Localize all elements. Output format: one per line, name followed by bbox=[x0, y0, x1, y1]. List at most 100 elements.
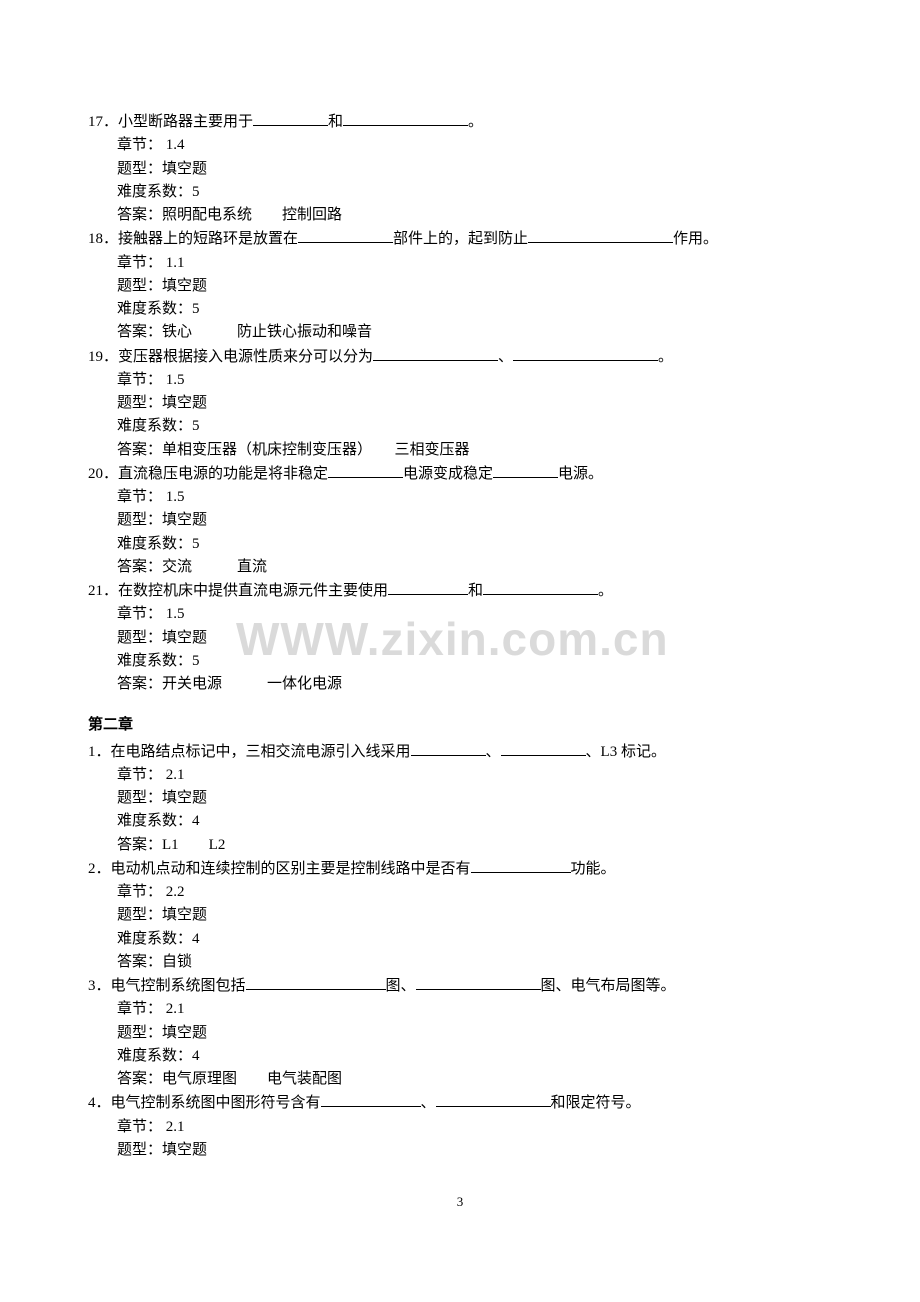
question-chapter: 章节： 1.4 bbox=[88, 134, 832, 157]
question-prompt: 2．电动机点动和连续控制的区别主要是控制线路中是否有 功能。 bbox=[88, 857, 832, 881]
question-block: 1．在电路结点标记中，三相交流电源引入线采用 、 、L3 标记。章节： 2.1题型：… bbox=[88, 740, 832, 857]
question-type: 题型：填空题 bbox=[88, 509, 832, 532]
question-chapter: 章节： 1.1 bbox=[88, 252, 832, 275]
question-type: 题型：填空题 bbox=[88, 904, 832, 927]
question-text-post: 。 bbox=[658, 349, 673, 365]
question-difficulty: 难度系数：4 bbox=[88, 1045, 832, 1068]
fill-blank bbox=[436, 1091, 551, 1107]
question-text-pre: 接触器上的短路环是放置在 bbox=[118, 231, 298, 247]
question-answer: 答案：开关电源 一体化电源 bbox=[88, 673, 832, 696]
question-difficulty: 难度系数：5 bbox=[88, 650, 832, 673]
fill-blank bbox=[328, 462, 403, 478]
question-text-post: 和限定符号。 bbox=[551, 1095, 641, 1111]
question-chapter: 章节： 2.1 bbox=[88, 764, 832, 787]
question-text-post: 图、电气布局图等。 bbox=[541, 978, 676, 994]
question-text-mid: 、 bbox=[421, 1095, 436, 1111]
question-block: 18．接触器上的短路环是放置在 部件上的，起到防止 作用。章节： 1.1题型：填空题… bbox=[88, 227, 832, 344]
question-number: 19． bbox=[88, 349, 118, 365]
question-text-pre: 电动机点动和连续控制的区别主要是控制线路中是否有 bbox=[111, 861, 471, 877]
page-content: 17．小型断路器主要用于和。章节： 1.4题型：填空题难度系数：5答案：照明配电… bbox=[0, 0, 920, 1252]
question-block: 20．直流稳压电源的功能是将非稳定 电源变成稳定 电源。章节： 1.5题型：填空题难… bbox=[88, 462, 832, 579]
fill-blank bbox=[321, 1091, 421, 1107]
question-text-mid: 和 bbox=[328, 114, 343, 130]
question-text-pre: 变压器根据接入电源性质来分可以分为 bbox=[118, 349, 373, 365]
question-chapter: 章节： 2.1 bbox=[88, 998, 832, 1021]
question-number: 4． bbox=[88, 1095, 111, 1111]
question-text-post: 作用。 bbox=[673, 231, 718, 247]
question-type: 题型：填空题 bbox=[88, 1022, 832, 1045]
fill-blank bbox=[253, 110, 328, 126]
question-text-post: 功能。 bbox=[571, 861, 616, 877]
question-type: 题型：填空题 bbox=[88, 787, 832, 810]
question-number: 21． bbox=[88, 583, 118, 599]
question-difficulty: 难度系数：5 bbox=[88, 298, 832, 321]
question-type: 题型：填空题 bbox=[88, 158, 832, 181]
question-text-pre: 在数控机床中提供直流电源元件主要使用 bbox=[118, 583, 388, 599]
question-chapter: 章节： 2.2 bbox=[88, 881, 832, 904]
question-block: 17．小型断路器主要用于 和 。章节： 1.4题型：填空题难度系数：5答案：照明配电… bbox=[88, 110, 832, 227]
question-number: 1． bbox=[88, 744, 111, 760]
fill-blank bbox=[411, 740, 486, 756]
question-prompt: 17．小型断路器主要用于 和 。 bbox=[88, 110, 832, 134]
question-number: 17． bbox=[88, 114, 118, 130]
question-text-post: 。 bbox=[468, 114, 483, 130]
page-number: 3 bbox=[88, 1192, 832, 1212]
question-type: 题型：填空题 bbox=[88, 1139, 832, 1162]
question-block: 3．电气控制系统图包括图、图、电气布局图等。章节： 2.1题型：填空题难度系数：… bbox=[88, 974, 832, 1091]
question-answer: 答案：单相变压器（机床控制变压器） 三相变压器 bbox=[88, 439, 832, 462]
fill-blank bbox=[483, 579, 598, 595]
question-chapter: 章节： 1.5 bbox=[88, 369, 832, 392]
fill-blank bbox=[373, 345, 498, 361]
question-chapter: 章节： 1.5 bbox=[88, 603, 832, 626]
question-difficulty: 难度系数：5 bbox=[88, 533, 832, 556]
question-text-mid: 图、 bbox=[386, 978, 416, 994]
fill-blank bbox=[388, 579, 468, 595]
question-answer: 答案：电气原理图 电气装配图 bbox=[88, 1068, 832, 1091]
question-text-post: 、L3 标记。 bbox=[586, 744, 666, 760]
question-prompt: 4．电气控制系统图中图形符号含有 、 和限定符号。 bbox=[88, 1091, 832, 1115]
fill-blank bbox=[528, 227, 673, 243]
question-text-pre: 直流稳压电源的功能是将非稳定 bbox=[118, 466, 328, 482]
question-number: 2． bbox=[88, 861, 111, 877]
question-prompt: 19．变压器根据接入电源性质来分可以分为、。 bbox=[88, 345, 832, 369]
question-prompt: 21．在数控机床中提供直流电源元件主要使用 和 。 bbox=[88, 579, 832, 603]
question-answer: 答案：L1 L2 bbox=[88, 834, 832, 857]
question-chapter: 章节： 1.5 bbox=[88, 486, 832, 509]
question-prompt: 3．电气控制系统图包括图、图、电气布局图等。 bbox=[88, 974, 832, 998]
question-block: 2．电动机点动和连续控制的区别主要是控制线路中是否有 功能。章节： 2.2题型：填… bbox=[88, 857, 832, 974]
question-text-pre: 在电路结点标记中，三相交流电源引入线采用 bbox=[111, 744, 411, 760]
fill-blank bbox=[246, 974, 386, 990]
question-answer: 答案：铁心 防止铁心振动和噪音 bbox=[88, 321, 832, 344]
question-block: 21．在数控机床中提供直流电源元件主要使用 和 。章节： 1.5题型：填空题难度系数… bbox=[88, 579, 832, 696]
question-text-mid: 电源变成稳定 bbox=[403, 466, 493, 482]
question-answer: 答案：照明配电系统 控制回路 bbox=[88, 204, 832, 227]
question-text-mid: 和 bbox=[468, 583, 483, 599]
question-text-mid: 、 bbox=[486, 744, 501, 760]
fill-blank bbox=[343, 110, 468, 126]
question-type: 题型：填空题 bbox=[88, 275, 832, 298]
question-chapter: 章节： 2.1 bbox=[88, 1116, 832, 1139]
question-difficulty: 难度系数：4 bbox=[88, 810, 832, 833]
fill-blank bbox=[298, 227, 393, 243]
fill-blank bbox=[416, 974, 541, 990]
question-text-pre: 电气控制系统图中图形符号含有 bbox=[111, 1095, 321, 1111]
fill-blank bbox=[513, 345, 658, 361]
fill-blank bbox=[501, 740, 586, 756]
question-difficulty: 难度系数：5 bbox=[88, 181, 832, 204]
fill-blank bbox=[471, 857, 571, 873]
question-prompt: 18．接触器上的短路环是放置在 部件上的，起到防止 作用。 bbox=[88, 227, 832, 251]
chapter-2-header: 第二章 bbox=[88, 714, 832, 737]
question-text-pre: 电气控制系统图包括 bbox=[111, 978, 246, 994]
question-answer: 答案：自锁 bbox=[88, 951, 832, 974]
question-number: 20． bbox=[88, 466, 118, 482]
question-type: 题型：填空题 bbox=[88, 627, 832, 650]
question-text-post: 。 bbox=[598, 583, 613, 599]
question-text-mid: 部件上的，起到防止 bbox=[393, 231, 528, 247]
question-text-post: 电源。 bbox=[558, 466, 603, 482]
question-number: 18． bbox=[88, 231, 118, 247]
question-text-pre: 小型断路器主要用于 bbox=[118, 114, 253, 130]
question-difficulty: 难度系数：5 bbox=[88, 415, 832, 438]
question-answer: 答案：交流 直流 bbox=[88, 556, 832, 579]
question-prompt: 20．直流稳压电源的功能是将非稳定 电源变成稳定 电源。 bbox=[88, 462, 832, 486]
question-block: 19．变压器根据接入电源性质来分可以分为、。章节： 1.5题型：填空题难度系数：… bbox=[88, 345, 832, 462]
